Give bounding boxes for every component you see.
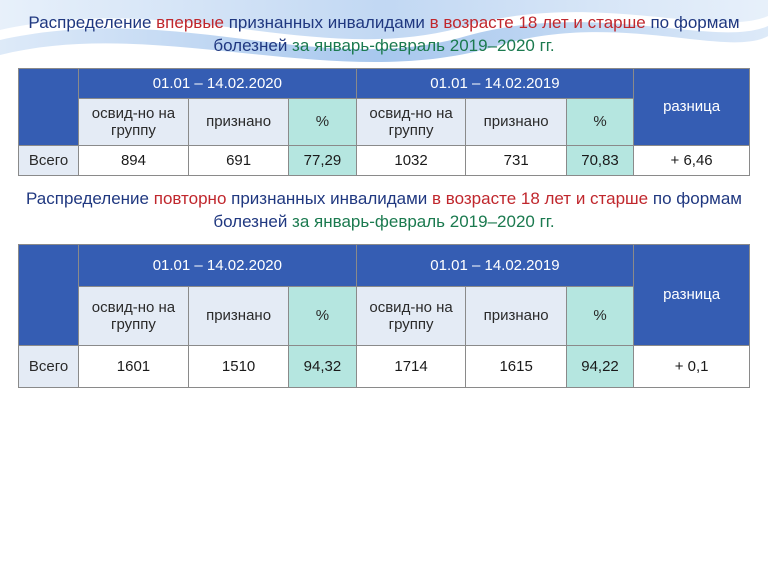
table-2-period-2019: 01.01 – 14.02.2019 (356, 244, 634, 286)
table-row: Всего 1601 1510 94,32 1714 1615 94,22 + … (19, 345, 750, 387)
table-1-h-pct-2019: % (566, 98, 633, 145)
table-2-period-2020: 01.01 – 14.02.2020 (79, 244, 357, 286)
table-1-h-pct-2020: % (289, 98, 356, 145)
table-2-pct2020: 94,32 (289, 345, 356, 387)
table-1-prizn2019: 731 (466, 145, 566, 175)
title-2-part-3: в возрасте 18 лет и старше (432, 189, 648, 208)
table-1-corner (19, 68, 79, 145)
table-1-osv2019: 1032 (356, 145, 466, 175)
table-2-h-pct-2020: % (289, 286, 356, 345)
table-1-period-2019: 01.01 – 14.02.2019 (356, 68, 634, 98)
table-2-diff-header: разница (634, 244, 750, 345)
table-2-h-osv-2019: освид-но на группу (356, 286, 466, 345)
title-2: Распределение повторно признанных инвали… (18, 188, 750, 234)
table-1-h-prizn-2019: признано (466, 98, 566, 145)
title-1-part-3: в возрасте 18 лет и старше (430, 13, 646, 32)
table-2-pct2019: 94,22 (566, 345, 633, 387)
table-2-h-prizn-2020: признано (188, 286, 288, 345)
table-2-diff: + 0,1 (634, 345, 750, 387)
table-2-osv2019: 1714 (356, 345, 466, 387)
table-2-corner (19, 244, 79, 345)
title-2-part-0: Распределение (26, 189, 154, 208)
table-2-osv2020: 1601 (79, 345, 189, 387)
table-1-h-osv-2020: освид-но на группу (79, 98, 189, 145)
table-2-prizn2019: 1615 (466, 345, 566, 387)
table-2-h-osv-2020: освид-но на группу (79, 286, 189, 345)
table-row: Всего 894 691 77,29 1032 731 70,83 + 6,4… (19, 145, 750, 175)
table-2-prizn2020: 1510 (188, 345, 288, 387)
title-2-part-1: повторно (154, 189, 227, 208)
title-2-part-5: за январь-февраль 2019–2020 гг. (292, 212, 555, 231)
table-1-diff: + 6,46 (634, 145, 750, 175)
table-1-diff-header: разница (634, 68, 750, 145)
table-1: 01.01 – 14.02.2020 01.01 – 14.02.2019 ра… (18, 68, 750, 176)
table-1-h-osv-2019: освид-но на группу (356, 98, 466, 145)
table-1-rowlabel: Всего (19, 145, 79, 175)
table-1-period-2020: 01.01 – 14.02.2020 (79, 68, 357, 98)
title-2-part-2: признанных инвалидами (226, 189, 432, 208)
table-1-osv2020: 894 (79, 145, 189, 175)
table-2-h-prizn-2019: признано (466, 286, 566, 345)
title-1: Распределение впервые признанных инвалид… (18, 12, 750, 58)
table-2: 01.01 – 14.02.2020 01.01 – 14.02.2019 ра… (18, 244, 750, 388)
title-1-part-1: впервые (156, 13, 224, 32)
table-2-rowlabel: Всего (19, 345, 79, 387)
title-1-part-2: признанных инвалидами (224, 13, 430, 32)
title-1-part-5: за январь-февраль 2019–2020 гг. (292, 36, 555, 55)
table-1-h-prizn-2020: признано (188, 98, 288, 145)
table-1-prizn2020: 691 (188, 145, 288, 175)
table-1-pct2019: 70,83 (566, 145, 633, 175)
table-2-h-pct-2019: % (566, 286, 633, 345)
title-1-part-0: Распределение (28, 13, 156, 32)
table-1-pct2020: 77,29 (289, 145, 356, 175)
